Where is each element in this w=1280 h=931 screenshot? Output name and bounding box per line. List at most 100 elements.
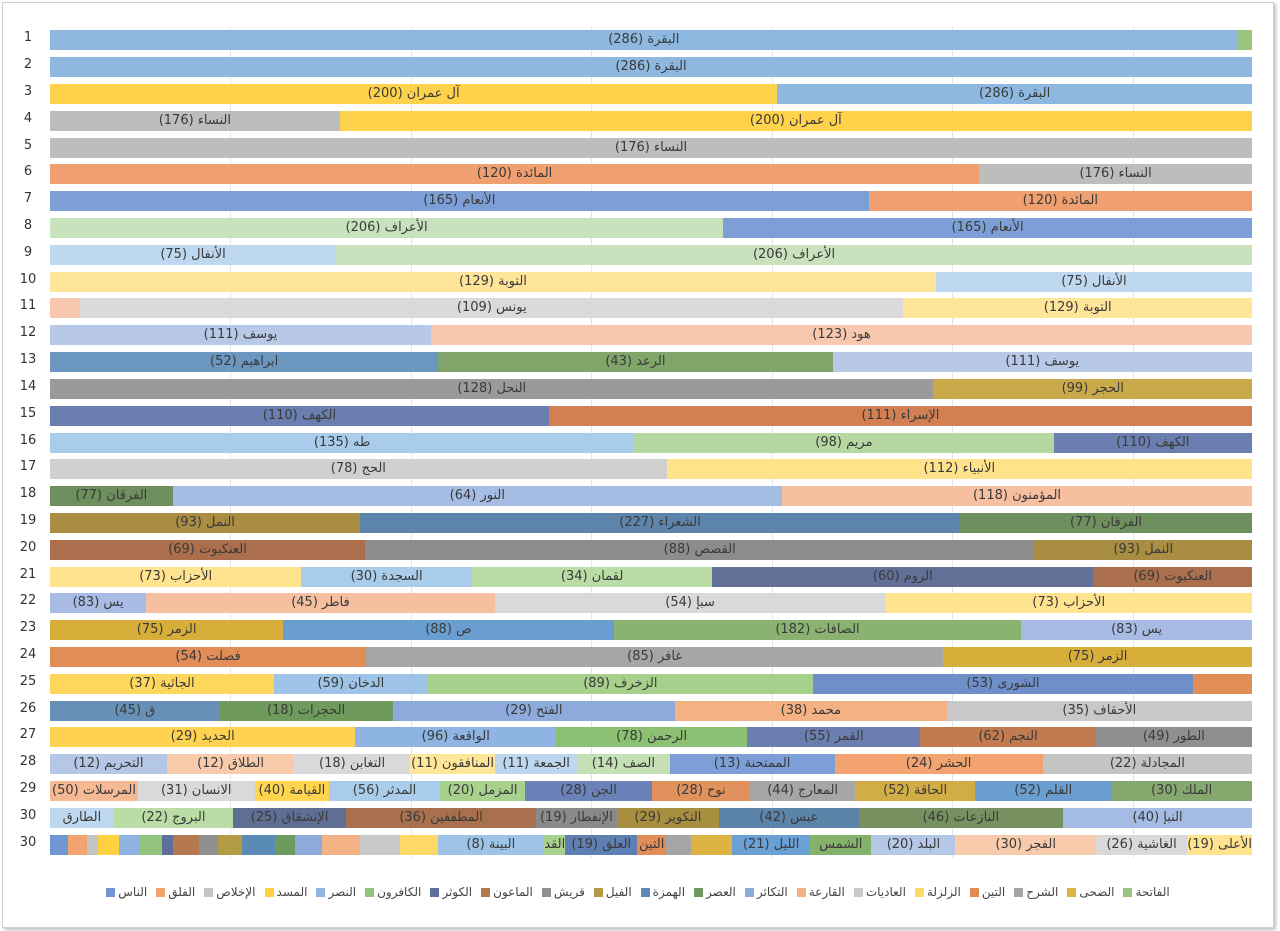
legend-item: الفيل [593, 885, 632, 899]
legend-item: الكافرون [365, 885, 421, 899]
bar-row: الأعلى (19) الغاشية (26) الفجر (30) البلد (… [50, 834, 1252, 855]
bar-segment: التحريم (12) [50, 754, 167, 775]
legend-item: الزلزلة [914, 885, 961, 899]
legend-label: الفلق [168, 885, 196, 899]
bar-segment: الشورى (53) [812, 673, 1194, 694]
bar-segment: المجادلة (22) [1042, 754, 1252, 775]
bar-segment [98, 834, 119, 855]
bar-segment: هود (123) [431, 325, 1252, 346]
bar-segment: الكهف (110) [1053, 432, 1252, 453]
legend-swatch [744, 887, 754, 897]
bar-row: يس (83) الصافات (182) ص (88) الزمر (75) [50, 620, 1252, 641]
bar-segment: العلق (19) [565, 834, 638, 855]
bar-segment: الشمس [810, 834, 872, 855]
legend-item: الماعون [481, 885, 533, 899]
bar-segment: الأنفال (75) [50, 244, 337, 265]
bar-segment: ص (88) [283, 620, 614, 641]
row-label: 28 [19, 754, 37, 770]
row-label: 24 [19, 646, 37, 662]
legend-item: القارعة [796, 885, 845, 899]
row-label: 11 [19, 298, 37, 314]
row-label: 29 [19, 780, 37, 796]
bar-segment: الكهف (110) [50, 405, 549, 426]
bar-segment: البقرة (286) [50, 30, 1238, 51]
bar-segment: آل عمران (200) [50, 84, 778, 105]
bar-segment: الواقعة (96) [355, 727, 557, 748]
bar-row: الملك (30) القلم (52) الحاقة (52) المعارج (… [50, 780, 1252, 801]
bar-segment: الروم (60) [712, 566, 1094, 587]
bar-segment [666, 834, 692, 855]
legend-label: العصر [706, 885, 736, 899]
legend-swatch [204, 887, 214, 897]
row-label: 8 [23, 218, 33, 234]
bar-segment: البقرة (286) [777, 84, 1252, 105]
bar-segment: التغابن (18) [294, 754, 410, 775]
legend-item: الكوثر [430, 885, 472, 899]
legend-item: العاديات [853, 885, 906, 899]
bar-segment: المطففين (36) [346, 807, 537, 828]
bar-segment: النازعات (46) [858, 807, 1064, 828]
row-label: 4 [23, 110, 33, 126]
legend-item: التين [969, 885, 1006, 899]
legend-label: الكافرون [377, 885, 422, 899]
bar-segment: الأحزاب (73) [50, 566, 302, 587]
bar-row: الحجر (99) النحل (128) [50, 378, 1252, 399]
bar-segment: الحجر (99) [933, 378, 1252, 399]
bar-row: الإسراء (111) الكهف (110) [50, 405, 1252, 426]
bar-segment: البروج (22) [113, 807, 233, 828]
bar-segment: المائدة (120) [50, 164, 980, 185]
bar-row: يوسف (111) الرعد (43) ابراهيم (52) [50, 352, 1252, 373]
bar-segment: الأنفال (75) [935, 271, 1252, 292]
bar-segment: فاطر (45) [146, 593, 495, 614]
bar-segment: الزمر (75) [943, 646, 1252, 667]
bar-segment [218, 834, 243, 855]
bar-segment: الأنعام (165) [723, 218, 1252, 239]
bar-row: الأنعام (165) الأعراف (206) [50, 218, 1252, 239]
bar-segment: القلم (52) [975, 780, 1112, 801]
bar-segment: الفرقان (77) [50, 486, 173, 507]
bar-segment: الجاثية (37) [50, 673, 274, 694]
bar-row: المائدة (120) الأنعام (165) [50, 191, 1252, 212]
row-label: 10 [19, 271, 37, 287]
bar-segment: النساء (176) [50, 137, 1252, 158]
bar-segment: الفتح (29) [392, 700, 676, 721]
legend-label: التين [981, 885, 1006, 899]
bar-segment: لقمان (34) [471, 566, 713, 587]
bar-segment: القدر [543, 834, 566, 855]
bar-segment: الدخان (59) [273, 673, 428, 694]
bar-segment: النساء (176) [50, 110, 340, 131]
legend-swatch [1014, 887, 1024, 897]
bar-segment: الحجرات (18) [219, 700, 393, 721]
bar-segment: آل عمران (200) [339, 110, 1252, 131]
row-label: 18 [19, 486, 37, 502]
legend-item: المسد [264, 885, 308, 899]
bar-segment: الزخرف (89) [427, 673, 813, 694]
bar-row: النبإ (40) النازعات (46) عبس (42) التكوير (… [50, 807, 1252, 828]
bar-segment: مريم (98) [634, 432, 1054, 453]
row-label: 30 [19, 834, 37, 850]
legend-label: المسد [276, 885, 308, 899]
row-label: 19 [19, 512, 37, 528]
bar-segment: المرسلات (50) [50, 780, 138, 801]
bar-segment: البينة (8) [437, 834, 544, 855]
bar-segment: محمد (38) [675, 700, 947, 721]
bar-segment: الطارق [50, 807, 114, 828]
bar-segment [172, 834, 200, 855]
row-label: 26 [19, 700, 37, 716]
row-label: 23 [19, 620, 37, 636]
bar-segment: السجدة (30) [301, 566, 472, 587]
bar-segment: الرعد (43) [438, 352, 833, 373]
bar-segment: الصافات (182) [613, 620, 1022, 641]
legend-item: الشرح [1014, 885, 1058, 899]
row-label: 20 [19, 539, 37, 555]
bar-segment [118, 834, 140, 855]
bar-segment [50, 834, 69, 855]
bar-segment: النور (64) [172, 486, 783, 507]
legend-swatch [106, 887, 116, 897]
bar-row: الأنفال (75) التوبة (129) [50, 271, 1252, 292]
bar-segment: التكوير (29) [616, 807, 720, 828]
bar-row: الطور (49) النجم (62) القمر (55) الرحمن (78… [50, 727, 1252, 748]
bar-segment: التين [637, 834, 667, 855]
legend-swatch [853, 887, 863, 897]
bar-row: الكهف (110) مريم (98) طه (135) [50, 432, 1252, 453]
